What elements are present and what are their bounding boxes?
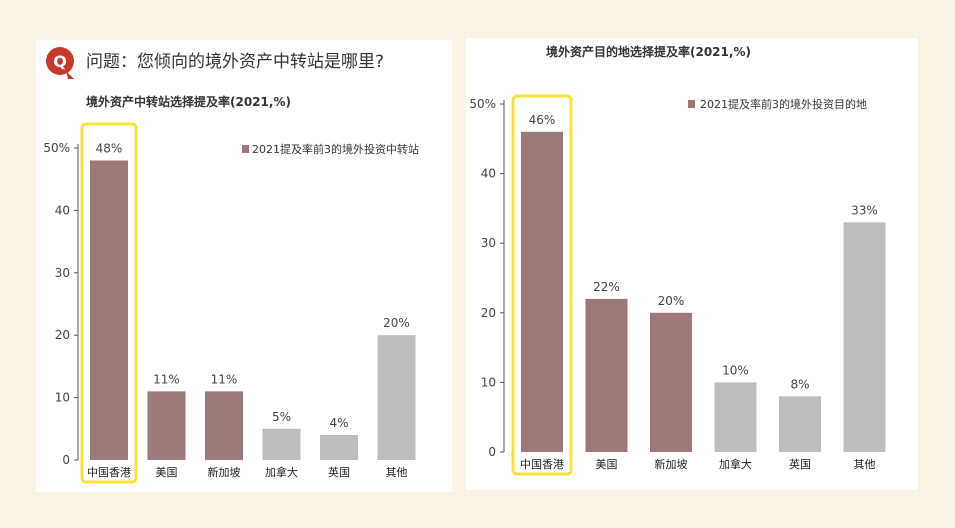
right-chart-title: 境外资产目的地选择提及率(2021,%) [546, 44, 751, 59]
left-bar-value-label: 48% [96, 141, 123, 155]
left-y-tick-label: 50% [43, 141, 70, 155]
left-category-label: 美国 [156, 466, 178, 479]
left-y-tick-label: 20 [55, 328, 70, 342]
left-bar [262, 428, 301, 460]
left-bar [90, 160, 128, 460]
right-y-tick-label: 30 [481, 236, 496, 250]
left-y-tick-label: 40 [55, 203, 70, 217]
left-chart-svg: Q 问题：您倾向的境外资产中转站是哪里? 境外资产中转站选择提及率(2021,%… [43, 47, 419, 484]
right-chart-panel: 境外资产目的地选择提及率(2021,%) 2021提及率前3的境外投资目的地 0… [466, 38, 918, 490]
right-bar-value-label: 46% [529, 113, 556, 127]
right-bar-value-label: 10% [722, 363, 749, 377]
left-legend-label: 2021提及率前3的境外投资中转站 [252, 142, 419, 156]
right-category-label: 加拿大 [719, 457, 752, 471]
right-chart-svg: 境外资产目的地选择提及率(2021,%) 2021提及率前3的境外投资目的地 0… [469, 44, 886, 476]
left-bar [320, 435, 358, 460]
right-y-tick-label: 0 [488, 445, 496, 459]
right-y-tick-label: 50% [469, 97, 496, 111]
right-bar [714, 382, 757, 452]
left-chart-panel: Q 问题：您倾向的境外资产中转站是哪里? 境外资产中转站选择提及率(2021,%… [36, 40, 452, 492]
left-category-label: 其他 [386, 466, 408, 479]
left-category-label: 英国 [328, 465, 350, 479]
right-category-label: 新加坡 [655, 457, 688, 471]
left-legend-swatch [242, 145, 249, 153]
left-bar [205, 391, 243, 460]
left-bar [377, 335, 416, 460]
left-chart-title: 境外资产中转站选择提及率(2021,%) [86, 94, 291, 109]
right-category-label: 中国香港 [520, 458, 564, 471]
right-bar [650, 312, 692, 452]
right-category-label: 英国 [789, 457, 811, 471]
left-bar [147, 391, 186, 460]
right-bar [843, 222, 886, 452]
left-bar-value-label: 5% [272, 410, 291, 424]
right-category-label: 美国 [596, 458, 618, 471]
q-logo-letter: Q [53, 52, 67, 71]
right-bar-value-label: 33% [851, 203, 878, 217]
right-legend-label: 2021提及率前3的境外投资目的地 [700, 97, 867, 111]
right-bar-value-label: 22% [593, 280, 620, 294]
right-bar-value-label: 8% [790, 377, 809, 391]
right-y-tick-label: 40 [481, 167, 496, 181]
left-bar-value-label: 4% [329, 416, 348, 430]
left-category-label: 新加坡 [208, 465, 241, 479]
left-bar-value-label: 20% [383, 316, 410, 330]
right-legend-swatch [688, 100, 695, 108]
right-bar [779, 396, 821, 452]
right-category-label: 其他 [854, 458, 876, 471]
left-category-label: 中国香港 [87, 466, 131, 479]
left-bar-value-label: 11% [211, 372, 238, 386]
left-y-tick-label: 30 [55, 266, 70, 280]
q-logo-icon: Q [46, 47, 74, 79]
right-bar-value-label: 20% [658, 294, 685, 308]
left-y-tick-label: 0 [62, 453, 70, 467]
left-category-label: 加拿大 [265, 465, 298, 479]
left-highlight-frame [80, 122, 138, 484]
right-bar [585, 298, 628, 452]
right-bar [521, 131, 563, 452]
question-title: 问题：您倾向的境外资产中转站是哪里? [86, 52, 384, 72]
left-y-tick-label: 10 [55, 391, 70, 405]
right-highlight-frame [511, 94, 573, 476]
left-bar-value-label: 11% [153, 372, 180, 386]
right-y-tick-label: 20 [481, 306, 496, 320]
right-y-tick-label: 10 [481, 375, 496, 389]
